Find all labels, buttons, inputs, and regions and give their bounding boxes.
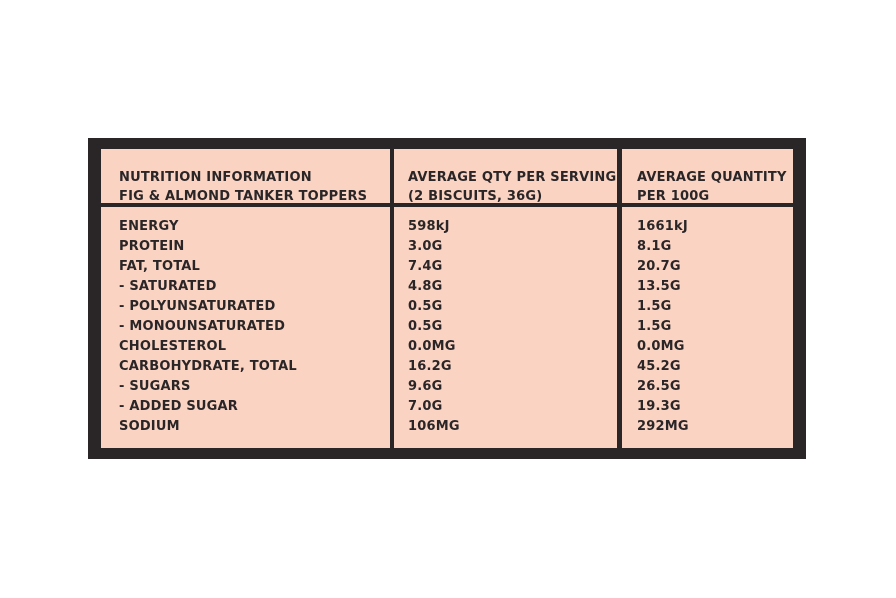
per-100g-value: 1.5G (637, 319, 672, 334)
nutrient-name: FAT, TOTAL (119, 259, 201, 274)
per-100g-value: 292MG (637, 419, 689, 434)
header-per-serving: AVERAGE QTY PER SERVING (2 BISCUITS, 36G… (394, 149, 617, 204)
header-100g-line2: PER 100G (637, 189, 710, 204)
nutrient-name: - MONOUNSATURATED (119, 319, 286, 334)
nutrition-table: NUTRITION INFORMATION FIG & ALMOND TANKE… (88, 138, 806, 459)
serving-value: 3.0G (408, 239, 443, 254)
header-nutrition-info: NUTRITION INFORMATION FIG & ALMOND TANKE… (101, 149, 390, 204)
serving-value: 106MG (408, 419, 460, 434)
nutrient-name: - SATURATED (119, 279, 217, 294)
serving-value: 9.6G (408, 379, 443, 394)
per-100g-value: 0.0MG (637, 339, 685, 354)
serving-value: 0.5G (408, 299, 443, 314)
nutrient-name: - ADDED SUGAR (119, 399, 239, 414)
serving-value: 7.4G (408, 259, 443, 274)
serving-value: 7.0G (408, 399, 443, 414)
nutrient-name: CHOLESTEROL (119, 339, 227, 354)
per-100g-value: 8.1G (637, 239, 672, 254)
header-product: FIG & ALMOND TANKER TOPPERS (119, 189, 368, 204)
per-100g-value: 26.5G (637, 379, 681, 394)
per-100g-column: 1661kJ 8.1G 20.7G 13.5G 1.5G 1.5G 0.0MG 45.2G 26… (622, 207, 793, 448)
header-serving-line1: AVERAGE QTY PER SERVING (408, 170, 617, 185)
per-100g-value: 1661kJ (637, 219, 688, 234)
header-title: NUTRITION INFORMATION (119, 170, 312, 185)
nutrient-name: ENERGY (119, 219, 179, 234)
nutrient-names-column: ENERGY PROTEIN FAT, TOTAL - SATURATED - POLY… (101, 207, 390, 448)
nutrient-name: SODIUM (119, 419, 180, 434)
header-per-100g: AVERAGE QUANTITY PER 100G (622, 149, 793, 204)
per-100g-value: 45.2G (637, 359, 681, 374)
nutrient-name: PROTEIN (119, 239, 185, 254)
nutrient-name: CARBOHYDRATE, TOTAL (119, 359, 297, 374)
serving-value: 0.5G (408, 319, 443, 334)
serving-value: 0.0MG (408, 339, 456, 354)
serving-value: 598kJ (408, 219, 450, 234)
nutrient-name: - SUGARS (119, 379, 191, 394)
header-100g-line1: AVERAGE QUANTITY (637, 170, 787, 185)
header-serving-line2: (2 BISCUITS, 36G) (408, 189, 543, 204)
nutrient-name: - POLYUNSATURATED (119, 299, 276, 314)
per-100g-value: 20.7G (637, 259, 681, 274)
serving-value: 16.2G (408, 359, 452, 374)
serving-value: 4.8G (408, 279, 443, 294)
per-100g-value: 13.5G (637, 279, 681, 294)
per-serving-column: 598kJ 3.0G 7.4G 4.8G 0.5G 0.5G 0.0MG 16.2G 9.6G 7… (394, 207, 617, 448)
per-100g-value: 19.3G (637, 399, 681, 414)
per-100g-value: 1.5G (637, 299, 672, 314)
